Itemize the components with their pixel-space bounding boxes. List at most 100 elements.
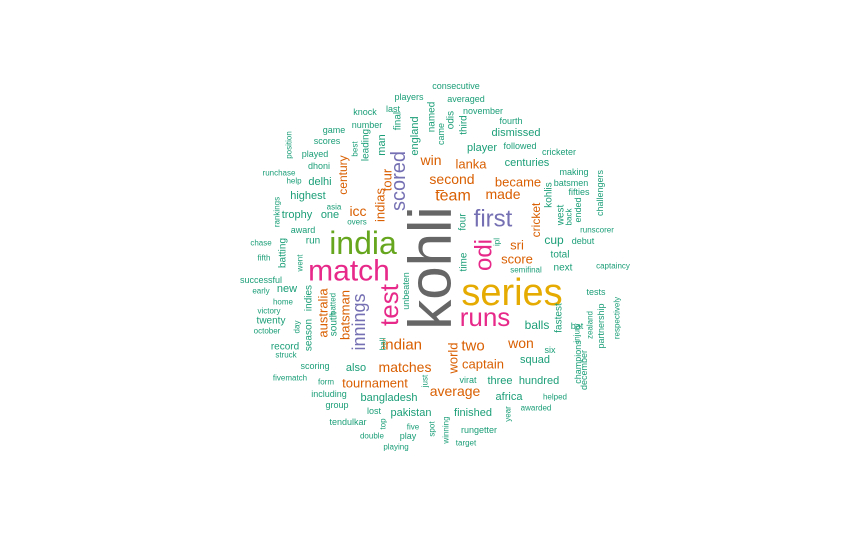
word-number: number	[352, 120, 383, 130]
word-odi: odi	[471, 239, 498, 271]
word-batted: batted	[329, 293, 338, 315]
word-cricketer: cricketer	[542, 147, 576, 157]
word-home: home	[273, 298, 294, 307]
word-position: position	[285, 131, 294, 159]
word-africa: africa	[496, 391, 524, 403]
word-kohlis: kohlis	[544, 182, 555, 208]
word-third: third	[459, 115, 470, 134]
word-sri: sri	[510, 238, 524, 253]
word-kohli: kohli	[397, 206, 464, 329]
word-last: last	[386, 104, 401, 114]
word-runchase: runchase	[263, 169, 296, 178]
word-cricket: cricket	[529, 202, 543, 237]
word-helped: helped	[543, 393, 567, 402]
word-top: top	[379, 418, 388, 430]
word-run: run	[306, 236, 320, 247]
word-score: score	[501, 252, 533, 267]
word-five: five	[407, 423, 420, 432]
word-november: november	[463, 106, 503, 116]
word-icc: icc	[349, 203, 366, 219]
word-fastest: fastest	[554, 303, 565, 333]
word-injury: injury	[573, 323, 582, 342]
word-zealand: zealand	[586, 311, 595, 339]
word-tests: tests	[586, 287, 606, 297]
word-won: won	[507, 335, 534, 351]
word-unbeaten: unbeaten	[401, 272, 411, 310]
word-centuries: centuries	[505, 157, 550, 169]
word-scores: scores	[314, 136, 341, 146]
word-hundred: hundred	[519, 375, 559, 387]
word-rankings: rankings	[273, 197, 282, 227]
word-finished: finished	[454, 407, 492, 419]
word-respectively: respectively	[613, 297, 622, 339]
word-bangladesh: bangladesh	[361, 392, 418, 404]
word-new: new	[277, 283, 297, 295]
word-award: award	[291, 225, 316, 235]
word-winning: winning	[442, 416, 451, 444]
word-back: back	[565, 208, 574, 226]
word-runscorer: runscorer	[580, 226, 614, 235]
word-twenty: twenty	[257, 316, 286, 327]
word-season: season	[304, 319, 315, 351]
word-india: india	[329, 225, 397, 261]
word-tendulkar: tendulkar	[329, 417, 366, 427]
word-semifinal: semifinal	[510, 266, 542, 275]
word-double: double	[360, 432, 385, 441]
word-second: second	[429, 171, 474, 187]
word-win: win	[419, 152, 441, 168]
word-six: six	[545, 345, 556, 355]
word-followed: followed	[503, 141, 536, 151]
word-batsman: batsman	[338, 290, 353, 340]
word-struck: struck	[275, 351, 297, 360]
word-leading: leading	[361, 129, 372, 161]
word-three: three	[487, 375, 512, 387]
word-captaincy: captaincy	[596, 262, 630, 271]
word-lanka: lanka	[455, 157, 487, 172]
word-tournament: tournament	[342, 376, 408, 391]
word-trophy: trophy	[282, 209, 313, 221]
word-indian: indian	[382, 337, 422, 354]
word-october: october	[254, 327, 281, 336]
word-overs: overs	[347, 218, 367, 227]
word-one: one	[321, 209, 339, 221]
word-dismissed: dismissed	[492, 127, 541, 139]
word-first: first	[474, 206, 513, 233]
word-team: team	[435, 188, 471, 205]
word-indies: indies	[304, 285, 315, 311]
word-fivematch: fivematch	[273, 374, 307, 383]
word-century: century	[336, 155, 350, 194]
word-australia: australia	[316, 288, 331, 338]
word-virat: virat	[459, 375, 477, 385]
word-became: became	[495, 175, 541, 190]
word-early: early	[252, 287, 269, 296]
word-fifties: fifties	[568, 187, 590, 197]
word-ended: ended	[573, 197, 583, 222]
word-spot: spot	[428, 421, 437, 437]
word-highest: highest	[290, 190, 325, 202]
word-indias: indias	[373, 188, 388, 222]
word-dash: –	[436, 181, 444, 197]
word-player: player	[467, 142, 497, 154]
word-averaged: averaged	[447, 94, 485, 104]
word-pakistan: pakistan	[391, 407, 432, 419]
word-odis: odis	[446, 111, 457, 129]
word-cup: cup	[544, 233, 564, 247]
word-matches: matches	[379, 359, 432, 375]
word-partnership: partnership	[596, 303, 606, 348]
word-time: time	[459, 252, 470, 271]
word-record: record	[271, 342, 299, 353]
word-went: went	[296, 254, 305, 273]
word-play: play	[400, 431, 417, 441]
word-chase: chase	[250, 239, 272, 248]
word-scoring: scoring	[300, 361, 329, 371]
word-year: year	[504, 406, 513, 422]
word-successful: successful	[240, 275, 282, 285]
word-target: target	[456, 439, 477, 448]
word-south: south	[329, 312, 340, 336]
word-fourth: fourth	[499, 116, 522, 126]
word-final: final	[393, 112, 404, 130]
word-tour: tour	[380, 168, 395, 191]
word-game: game	[323, 125, 346, 135]
word-consecutive: consecutive	[432, 81, 480, 91]
